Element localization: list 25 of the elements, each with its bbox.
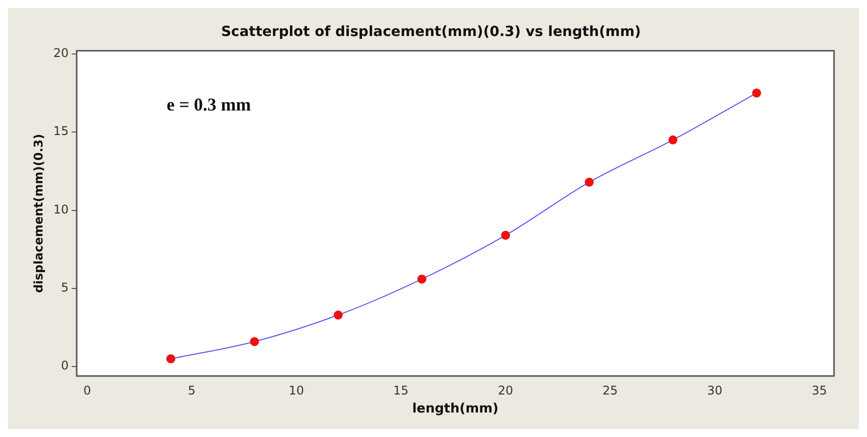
point: [668, 135, 678, 144]
y-tick-label: 10: [53, 202, 69, 216]
point: [166, 354, 176, 364]
x-tick-label: 20: [498, 383, 514, 398]
x-tick-label: 5: [188, 383, 196, 398]
point: [417, 274, 426, 284]
point: [334, 310, 343, 320]
y-tick-label: 15: [53, 124, 69, 138]
x-axis-title: length(mm): [412, 402, 498, 417]
chart-title: Scatterplot of displacement(mm)(0.3) vs length(mm): [221, 24, 641, 40]
x-tick-label: 15: [393, 383, 409, 398]
y-tick-label: 5: [61, 280, 69, 295]
point: [250, 337, 259, 346]
point: [584, 178, 594, 187]
x-tick-label: 30: [707, 383, 722, 398]
y-axis-title: displacement(mm)(0.3): [31, 134, 46, 293]
y-tick-label: 0: [61, 358, 69, 373]
x-tick-label: 25: [602, 383, 618, 398]
point: [501, 230, 510, 240]
point: [752, 88, 762, 98]
x-tick-label: 10: [288, 383, 304, 398]
annotation: e = 0.3 mm: [166, 94, 251, 114]
x-tick-label: 0: [83, 383, 91, 398]
x-tick-label: 35: [812, 383, 827, 398]
y-tick-label: 20: [53, 46, 69, 60]
